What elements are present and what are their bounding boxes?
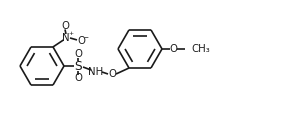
Text: N: N <box>62 33 70 43</box>
Text: O: O <box>74 73 82 83</box>
Text: CH₃: CH₃ <box>191 44 210 54</box>
Text: NH: NH <box>89 67 104 77</box>
Text: O: O <box>108 69 116 79</box>
Text: O: O <box>77 36 85 46</box>
Text: −: − <box>83 34 89 39</box>
Text: O: O <box>74 49 82 59</box>
Text: +: + <box>69 31 74 36</box>
Text: O: O <box>169 44 177 54</box>
Text: O: O <box>61 21 69 31</box>
Text: S: S <box>74 59 82 72</box>
